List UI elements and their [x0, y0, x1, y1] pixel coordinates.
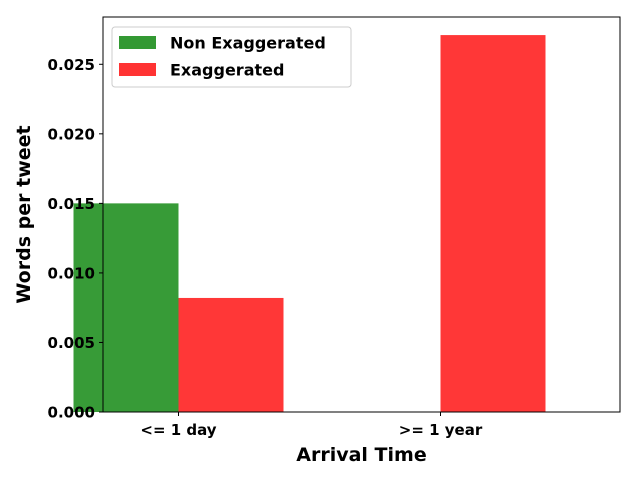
y-tick-label: 0.015: [48, 195, 95, 213]
y-tick-label: 0.000: [48, 404, 95, 422]
y-axis: 0.000 0.005 0.010 0.015 0.020 0.025: [48, 56, 103, 422]
legend-label-non-exaggerated: Non Exaggerated: [170, 34, 326, 53]
legend-box: [111, 26, 352, 88]
x-axis: <= 1 day >= 1 year: [140, 412, 483, 439]
legend-swatch-non-exaggerated: [119, 36, 156, 49]
x-axis-label: Arrival Time: [296, 444, 426, 466]
bar-non-exaggerated-0: [73, 203, 179, 412]
legend: Non Exaggerated Exaggerated: [111, 26, 352, 88]
bar-exaggerated-0: [178, 297, 284, 412]
legend-swatch-exaggerated: [119, 63, 156, 76]
x-tick-label: >= 1 year: [399, 421, 483, 439]
x-tick-label: <= 1 day: [140, 421, 216, 439]
plot-frame: [102, 16, 621, 413]
y-tick-label: 0.010: [48, 264, 95, 282]
legend-label-exaggerated: Exaggerated: [170, 61, 284, 80]
bars-layer: [73, 35, 546, 412]
y-axis-label: Words per tweet: [13, 125, 35, 303]
y-tick-label: 0.025: [48, 56, 95, 74]
bar-exaggerated-1: [440, 35, 546, 412]
y-tick-label: 0.020: [48, 125, 95, 143]
y-tick-label: 0.005: [48, 334, 95, 352]
